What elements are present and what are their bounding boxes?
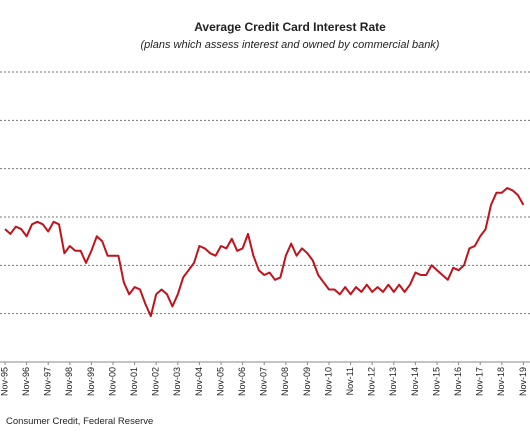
x-tick-label: Nov-13 — [388, 367, 398, 396]
x-tick-label: Nov-03 — [172, 367, 182, 396]
data-line — [4, 187, 525, 318]
source: Consumer Credit, Federal Reserve — [6, 416, 153, 427]
x-tick-label: Nov-08 — [280, 367, 290, 396]
x-tick-label: Nov-02 — [151, 367, 161, 396]
x-tick-label: Nov-16 — [453, 367, 463, 396]
x-tick-label: Nov-09 — [302, 367, 312, 396]
x-tick-label: Nov-00 — [107, 367, 117, 396]
x-tick-label: Nov-04 — [194, 367, 204, 396]
x-tick-label: Nov-06 — [237, 367, 247, 396]
x-tick-label: Nov-05 — [215, 367, 225, 396]
x-tick-label: Nov-15 — [431, 367, 441, 396]
x-tick-label: Nov-14 — [410, 367, 420, 396]
x-tick-label: Nov-99 — [86, 367, 96, 396]
x-tick-label: Nov-01 — [129, 367, 139, 396]
chart-title: Average Credit Card Interest Rate — [194, 20, 386, 34]
x-tick-label: Nov-19 — [518, 367, 528, 396]
x-tick-label: Nov-17 — [475, 367, 485, 396]
chart-subtitle: (plans which assess interest and owned b… — [141, 39, 440, 51]
x-tick-label: Nov-96 — [21, 367, 31, 396]
x-tick-label: Nov-18 — [496, 367, 506, 396]
x-tick-label: Nov-07 — [259, 367, 269, 396]
x-tick-label: Nov-11 — [345, 367, 355, 395]
x-tick-label: Nov-12 — [367, 367, 377, 396]
x-tick-label: Nov-97 — [43, 367, 53, 396]
x-tick-label: Nov-95 — [0, 367, 9, 396]
x-tick-label: Nov-98 — [64, 367, 74, 396]
x-tick-label: Nov-10 — [323, 367, 333, 396]
